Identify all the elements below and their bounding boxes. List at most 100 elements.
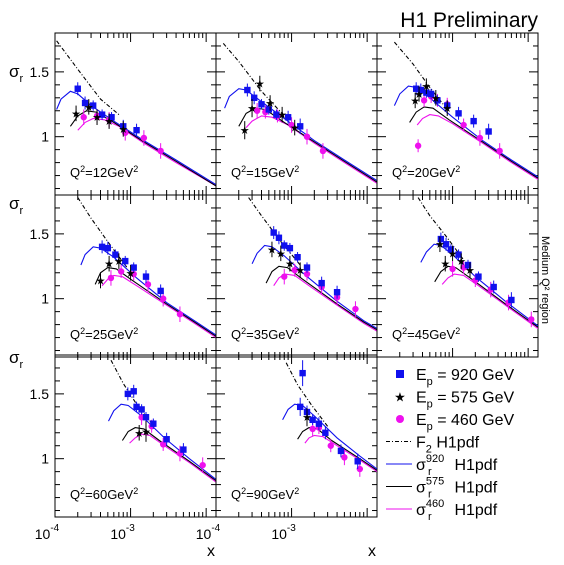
ep575-point: ★ bbox=[431, 93, 441, 105]
ep460-point bbox=[303, 270, 311, 278]
q2-exponent: 2 bbox=[241, 486, 246, 496]
ep460-point bbox=[309, 425, 316, 433]
ep575-point: ★ bbox=[92, 112, 102, 124]
ep460-point bbox=[253, 107, 261, 114]
legend-label-main: σ bbox=[416, 457, 426, 474]
ep460-point bbox=[356, 465, 364, 473]
ep460-point bbox=[117, 268, 125, 275]
ep575-point: ★ bbox=[285, 259, 295, 271]
ep920-point bbox=[122, 257, 129, 265]
legend-label-main: E bbox=[416, 412, 427, 429]
sigma-575-h1pdf-line bbox=[409, 106, 538, 179]
x-axis-label-right: x bbox=[368, 543, 376, 560]
sigma-920-h1pdf-line bbox=[251, 244, 377, 329]
q2-label: Q2=60GeV2 bbox=[70, 486, 138, 502]
sigma-920-h1pdf-line bbox=[420, 243, 538, 327]
plot-area: ★ bbox=[282, 360, 377, 477]
ep920-point bbox=[157, 287, 164, 295]
panel-q2-35: ★★★★Q2=35GeV2 bbox=[215, 194, 378, 358]
legend-label-main: σ bbox=[416, 502, 426, 519]
legend-item-5: σ575 r H1pdf bbox=[386, 476, 498, 501]
ep920-point bbox=[112, 251, 119, 258]
x-axis-label-left: x bbox=[207, 543, 215, 560]
ep920-point bbox=[294, 254, 301, 261]
ep920-point bbox=[299, 369, 306, 377]
ep460-point bbox=[157, 147, 164, 155]
ep920-point bbox=[74, 85, 81, 92]
f2-h1pdf-line bbox=[417, 197, 465, 261]
legend-circle-marker bbox=[396, 415, 404, 423]
ep920-point bbox=[138, 406, 145, 413]
y-axis-label: σ bbox=[9, 194, 20, 213]
legend-label-main: F bbox=[416, 435, 426, 452]
ep920-point bbox=[286, 244, 294, 252]
ep575-point: ★ bbox=[141, 426, 151, 438]
x-tick-base: 10 bbox=[110, 526, 126, 542]
y-tick-label: 1 bbox=[41, 291, 49, 307]
legend-label-sub: 2 bbox=[426, 444, 432, 456]
legend-item-1: ★ Ep = 575 GeV bbox=[394, 390, 514, 411]
q2-unit-exponent: 2 bbox=[133, 486, 138, 496]
ep460-point bbox=[319, 147, 327, 155]
q2-exponent: 2 bbox=[80, 164, 85, 174]
f2-h1pdf-line bbox=[222, 43, 285, 117]
ep460-point bbox=[476, 134, 484, 142]
q2-unit-exponent: 2 bbox=[455, 164, 460, 174]
q2-label: Q2=45GeV2 bbox=[392, 326, 460, 342]
legend-label-main: σ bbox=[416, 480, 426, 497]
ep460-point bbox=[80, 114, 87, 121]
legend-label-sup: 920 bbox=[426, 453, 444, 465]
ep575-point: ★ bbox=[104, 259, 114, 271]
x-tick-base: 10 bbox=[271, 526, 287, 542]
q2-symbol: Q bbox=[231, 327, 241, 342]
plot-area: ★★★★★ bbox=[393, 41, 538, 180]
q2-value: =90GeV bbox=[246, 487, 294, 502]
ep575-point: ★ bbox=[414, 89, 424, 101]
panel-frame bbox=[376, 194, 539, 358]
ep920-point bbox=[296, 403, 304, 411]
ep920-point bbox=[434, 97, 441, 104]
ep920-point bbox=[124, 390, 132, 398]
y-axis-label: σ bbox=[9, 62, 20, 81]
f2-h1pdf-line bbox=[248, 197, 301, 266]
ep920-point bbox=[322, 429, 329, 436]
ep920-point bbox=[475, 273, 482, 280]
ep460-point bbox=[420, 97, 428, 104]
plot-area: ★★★★ bbox=[77, 197, 216, 339]
q2-unit-exponent: 2 bbox=[294, 326, 299, 336]
ep460-point bbox=[159, 441, 167, 448]
ep575-point: ★ bbox=[71, 108, 81, 120]
q2-symbol: Q bbox=[231, 487, 241, 502]
q2-exponent: 2 bbox=[241, 164, 246, 174]
ep575-point: ★ bbox=[84, 102, 94, 114]
legend-label-sub: r bbox=[428, 511, 432, 523]
ep575-point: ★ bbox=[118, 124, 128, 136]
q2-label: Q2=20GeV2 bbox=[392, 164, 460, 180]
sigma-460-h1pdf-line bbox=[245, 115, 377, 184]
ep920-point bbox=[150, 420, 157, 427]
panel-grid: 11.5★★★ ★★Q2=12GeV2★★★★★★Q2=15GeV2★★★★★Q2… bbox=[30, 32, 539, 542]
ep920-point bbox=[412, 85, 420, 92]
side-label: Medium Q² region bbox=[539, 236, 551, 324]
ep920-point bbox=[437, 235, 445, 243]
ep575-point: ★ bbox=[295, 265, 305, 277]
ep920-point bbox=[133, 127, 140, 134]
legend-item-2: Ep = 460 GeV bbox=[396, 412, 515, 433]
ep460-point bbox=[130, 270, 137, 278]
ep575-point: ★ bbox=[114, 256, 124, 268]
ep920-point bbox=[250, 94, 258, 101]
legend-star-marker: ★ bbox=[394, 390, 406, 405]
y-tick-label: 1.5 bbox=[30, 226, 50, 242]
ep460-point bbox=[449, 265, 456, 273]
sigma-460-h1pdf-line bbox=[273, 273, 377, 332]
ep920-point bbox=[354, 458, 361, 465]
ep575-point: ★ bbox=[448, 248, 458, 260]
ep920-point bbox=[464, 261, 472, 269]
q2-value: =45GeV bbox=[407, 327, 455, 342]
q2-label: Q2=35GeV2 bbox=[231, 326, 299, 342]
svg-text:σr: σr bbox=[9, 62, 24, 85]
panel-q2-45: ★★★★★Q2=45GeV2 bbox=[376, 194, 539, 358]
legend-label-rest: H1pdf bbox=[450, 457, 498, 474]
ep920-point bbox=[130, 388, 137, 395]
